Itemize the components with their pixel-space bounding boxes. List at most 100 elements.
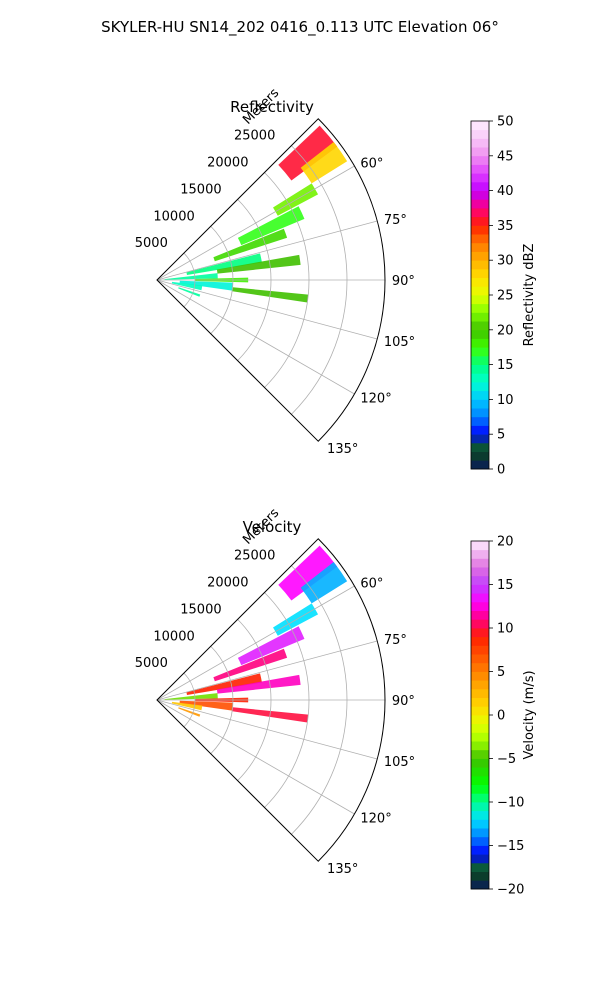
velocity-colorbar-tick-label: −20 <box>497 883 524 898</box>
reflectivity-colorbar-segment <box>471 260 489 270</box>
reflectivity-colorbar-segment <box>471 442 489 452</box>
reflectivity-colorbar-segment <box>471 190 489 200</box>
velocity-colorbar-segment <box>471 619 489 629</box>
reflectivity-echo-cell <box>213 228 288 262</box>
velocity-colorbar-tick-label: 5 <box>497 665 505 680</box>
velocity-colorbar-segment <box>471 575 489 585</box>
velocity-colorbar-segment <box>471 836 489 846</box>
reflectivity-echo-cell <box>237 206 305 246</box>
velocity-azimuth-spoke <box>156 585 355 701</box>
velocity-echo-cell <box>186 673 262 695</box>
velocity-colorbar-tick-label: 10 <box>497 622 514 637</box>
velocity-colorbar-tick-label: −5 <box>497 752 516 767</box>
reflectivity-echo-cell <box>179 280 233 291</box>
reflectivity-colorbar-label: Reflectivity dBZ <box>522 244 537 347</box>
reflectivity-range-tick-label: 10000 <box>153 209 194 224</box>
velocity-echo-cell <box>278 545 338 601</box>
reflectivity-colorbar-segment <box>471 425 489 435</box>
velocity-echo-cell <box>179 700 233 711</box>
reflectivity-echo-cell <box>300 141 348 184</box>
reflectivity-echo-cell <box>186 253 262 275</box>
reflectivity-colorbar-tick-label: 15 <box>497 358 514 373</box>
reflectivity-range-tick-label: 5000 <box>135 236 168 251</box>
velocity-echo-cell <box>237 626 305 666</box>
reflectivity-range-tick-label: 20000 <box>207 156 248 171</box>
reflectivity-colorbar-segment <box>471 382 489 392</box>
reflectivity-theta-tick-label: 90° <box>392 274 415 289</box>
reflectivity-colorbar-segment <box>471 390 489 400</box>
velocity-theta-tick-label: 60° <box>360 577 383 592</box>
reflectivity-azimuth-spoke <box>156 279 355 395</box>
velocity-colorbar-segment <box>471 688 489 698</box>
reflectivity-colorbar-segment <box>471 173 489 183</box>
velocity-colorbar-segment <box>471 810 489 820</box>
velocity-echo-cell <box>164 693 218 700</box>
reflectivity-colorbar-segment <box>471 321 489 331</box>
velocity-colorbar-segment <box>471 871 489 881</box>
velocity-colorbar-segment <box>471 880 489 890</box>
reflectivity-colorbar-segment <box>471 312 489 322</box>
velocity-polar-grid <box>156 565 385 835</box>
velocity-colorbar-tick-label: −10 <box>497 796 524 811</box>
reflectivity-echo-cell <box>171 281 203 291</box>
velocity-colorbar-segment <box>471 662 489 672</box>
reflectivity-echo-cell <box>216 254 301 274</box>
reflectivity-colorbar-tick-label: 35 <box>497 219 514 234</box>
velocity-colorbar-segment <box>471 671 489 681</box>
reflectivity-colorbar-segment <box>471 234 489 244</box>
reflectivity-colorbar-tick-label: 45 <box>497 149 514 164</box>
reflectivity-colorbar-segment <box>471 303 489 313</box>
velocity-echo-cell <box>178 707 201 717</box>
reflectivity-colorbar-segment <box>471 164 489 174</box>
reflectivity-colorbar-segment <box>471 286 489 296</box>
velocity-sector-frame <box>156 538 386 862</box>
reflectivity-colorbar-segment <box>471 460 489 470</box>
reflectivity-polar-grid <box>156 145 385 415</box>
reflectivity-colorbar-segment <box>471 268 489 278</box>
reflectivity-sector-frame <box>156 118 386 442</box>
reflectivity-colorbar: 0 5 10 15 20 25 30 35 40 45 50 Reflectivity dBZ <box>470 115 537 478</box>
velocity-colorbar-segment <box>471 749 489 759</box>
velocity-colorbar-segment <box>471 862 489 872</box>
velocity-colorbar-segment <box>471 558 489 568</box>
reflectivity-azimuth-spoke <box>156 220 378 281</box>
velocity-colorbar-segment <box>471 723 489 733</box>
velocity-colorbar-segment <box>471 680 489 690</box>
reflectivity-colorbar-segment <box>471 434 489 444</box>
reflectivity-colorbar-segment <box>471 129 489 139</box>
reflectivity-colorbar-segment <box>471 408 489 418</box>
velocity-theta-tick-label: 105° <box>384 755 415 770</box>
velocity-colorbar-segment <box>471 854 489 864</box>
velocity-colorbar-tick-label: 0 <box>497 709 505 724</box>
velocity-colorbar-segment <box>471 601 489 611</box>
velocity-colorbar-tick-label: 15 <box>497 578 514 593</box>
reflectivity-colorbar-segment <box>471 277 489 287</box>
velocity-colorbar-segment <box>471 697 489 707</box>
reflectivity-colorbar-segment <box>471 138 489 148</box>
reflectivity-range-tick-label: 25000 <box>234 129 275 144</box>
velocity-colorbar-segment <box>471 784 489 794</box>
velocity-colorbar-segment <box>471 741 489 751</box>
velocity-theta-tick-label: 120° <box>360 811 391 826</box>
reflectivity-colorbar-tick-label: 40 <box>497 184 514 199</box>
reflectivity-colorbar-segment <box>471 373 489 383</box>
reflectivity-colorbar-segment <box>471 347 489 357</box>
reflectivity-echo-cells <box>164 125 348 303</box>
reflectivity-colorbar-segment <box>471 451 489 461</box>
reflectivity-colorbar-tick-label: 30 <box>497 254 514 269</box>
reflectivity-colorbar-segment <box>471 399 489 409</box>
velocity-colorbar-segment <box>471 845 489 855</box>
reflectivity-colorbar-segment <box>471 416 489 426</box>
velocity-echo-cell <box>171 701 203 711</box>
velocity-range-tick-label: 5000 <box>135 656 168 671</box>
velocity-colorbar-segment <box>471 541 489 551</box>
velocity-azimuth-spoke <box>156 699 355 815</box>
reflectivity-theta-tick-label: 75° <box>384 213 407 228</box>
velocity-echo-cell <box>216 674 301 694</box>
velocity-theta-tick-label: 90° <box>392 694 415 709</box>
reflectivity-colorbar-segment <box>471 329 489 339</box>
reflectivity-colorbar-segment <box>471 208 489 218</box>
velocity-panel: Velocity 60° 75° 90° 105° 120° 135° 5000 10000 15… <box>135 506 537 898</box>
velocity-colorbar-segment <box>471 732 489 742</box>
reflectivity-colorbar-segment <box>471 155 489 165</box>
